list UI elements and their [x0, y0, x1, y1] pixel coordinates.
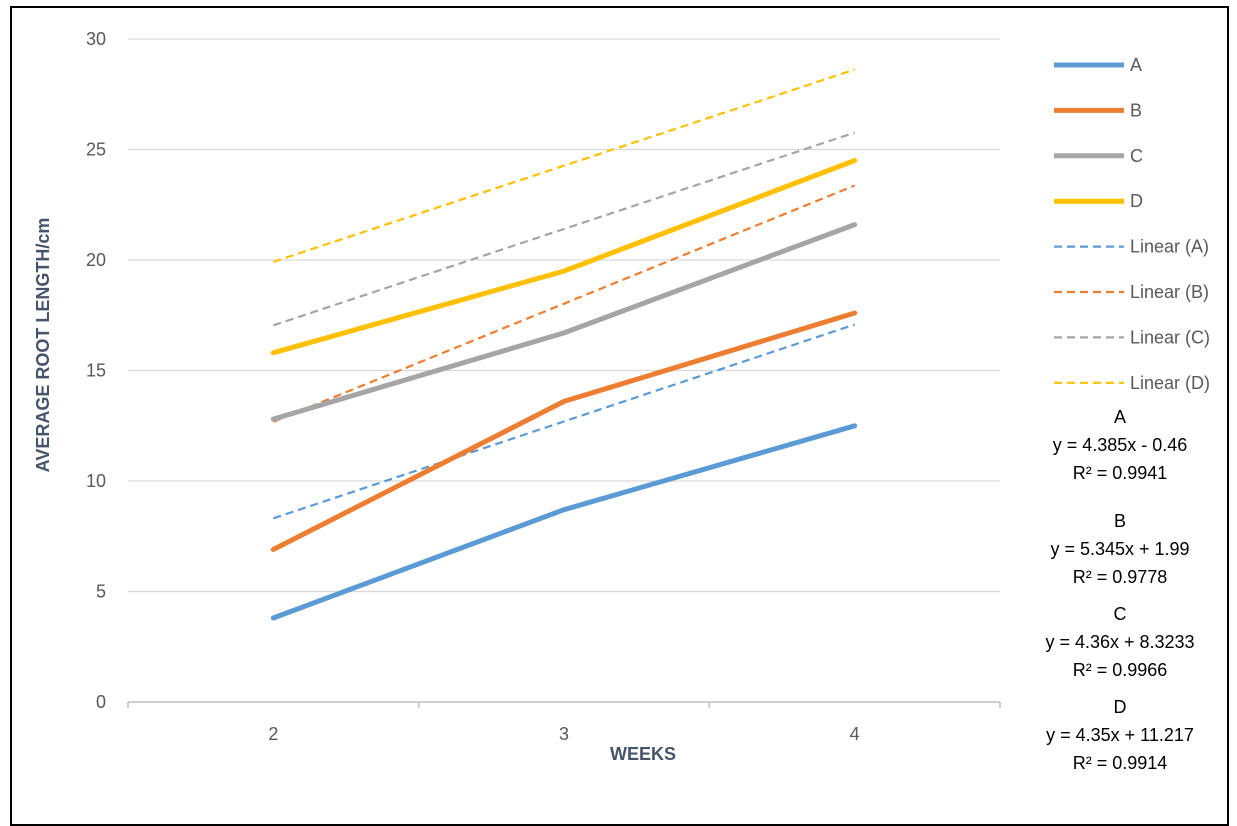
y-axis-title: AVERAGE ROOT LENGTH/cm [33, 218, 53, 473]
gridlines [128, 38, 1000, 593]
x-tick-label: 3 [559, 724, 569, 744]
r-squared-a: R² = 0.9941 [1073, 463, 1168, 483]
legend-label-a: A [1130, 55, 1142, 75]
series-line-c [270, 222, 858, 422]
series-line-a [270, 423, 858, 621]
equation-b: y = 5.345x + 1.99 [1050, 539, 1189, 559]
x-axis [127, 701, 1001, 708]
y-axis-ticks: 0 5 10 15 20 25 30 [86, 29, 106, 712]
legend-label-c: C [1130, 146, 1143, 166]
y-tick-label: 25 [86, 140, 106, 160]
trendline-equations: Ay = 4.385x - 0.46 R² = 0.9941 By = 5.345x… [1045, 407, 1194, 773]
equation-label-c: C [1114, 604, 1127, 624]
trendline-linear-d [272, 68, 856, 263]
y-tick-label: 5 [96, 582, 106, 602]
legend-label-linear-d: Linear (D) [1130, 373, 1210, 393]
trendline-linear-c [272, 131, 856, 327]
series-line-b [270, 310, 858, 552]
r-squared-c: R² = 0.9966 [1073, 660, 1168, 680]
equation-a: y = 4.385x - 0.46 [1053, 435, 1188, 455]
legend-label-d: D [1130, 191, 1143, 211]
legend: A B C D Linear (A) Linear (B) Linear (C) Linear… [1054, 55, 1210, 393]
x-axis-ticks: 2 3 4 [268, 724, 859, 744]
legend-label-b: B [1130, 100, 1142, 120]
equation-label-a: A [1114, 407, 1126, 427]
series-lines [270, 158, 858, 621]
series-line-d [270, 158, 858, 356]
x-axis-title: WEEKS [610, 744, 676, 764]
y-tick-label: 10 [86, 471, 106, 491]
trendline-linear-a [272, 323, 856, 520]
equation-c: y = 4.36x + 8.3233 [1045, 632, 1194, 652]
trendlines [272, 68, 856, 520]
y-tick-label: 30 [86, 29, 106, 49]
legend-label-linear-c: Linear (C) [1130, 327, 1210, 347]
equation-d: y = 4.35x + 11.217 [1046, 725, 1194, 745]
r-squared-b: R² = 0.9778 [1073, 567, 1168, 587]
x-tick-label: 2 [268, 724, 278, 744]
x-tick-label: 4 [850, 724, 860, 744]
r-squared-d: R² = 0.9914 [1073, 753, 1168, 773]
y-tick-label: 0 [96, 692, 106, 712]
legend-label-linear-a: Linear (A) [1130, 237, 1209, 257]
trendline-linear-b [272, 184, 856, 423]
y-tick-label: 20 [86, 250, 106, 270]
chart-frame [10, 6, 1229, 826]
equation-label-b: B [1114, 511, 1126, 531]
legend-label-linear-b: Linear (B) [1130, 282, 1209, 302]
equation-label-d: D [1114, 697, 1127, 717]
y-tick-label: 15 [86, 361, 106, 381]
